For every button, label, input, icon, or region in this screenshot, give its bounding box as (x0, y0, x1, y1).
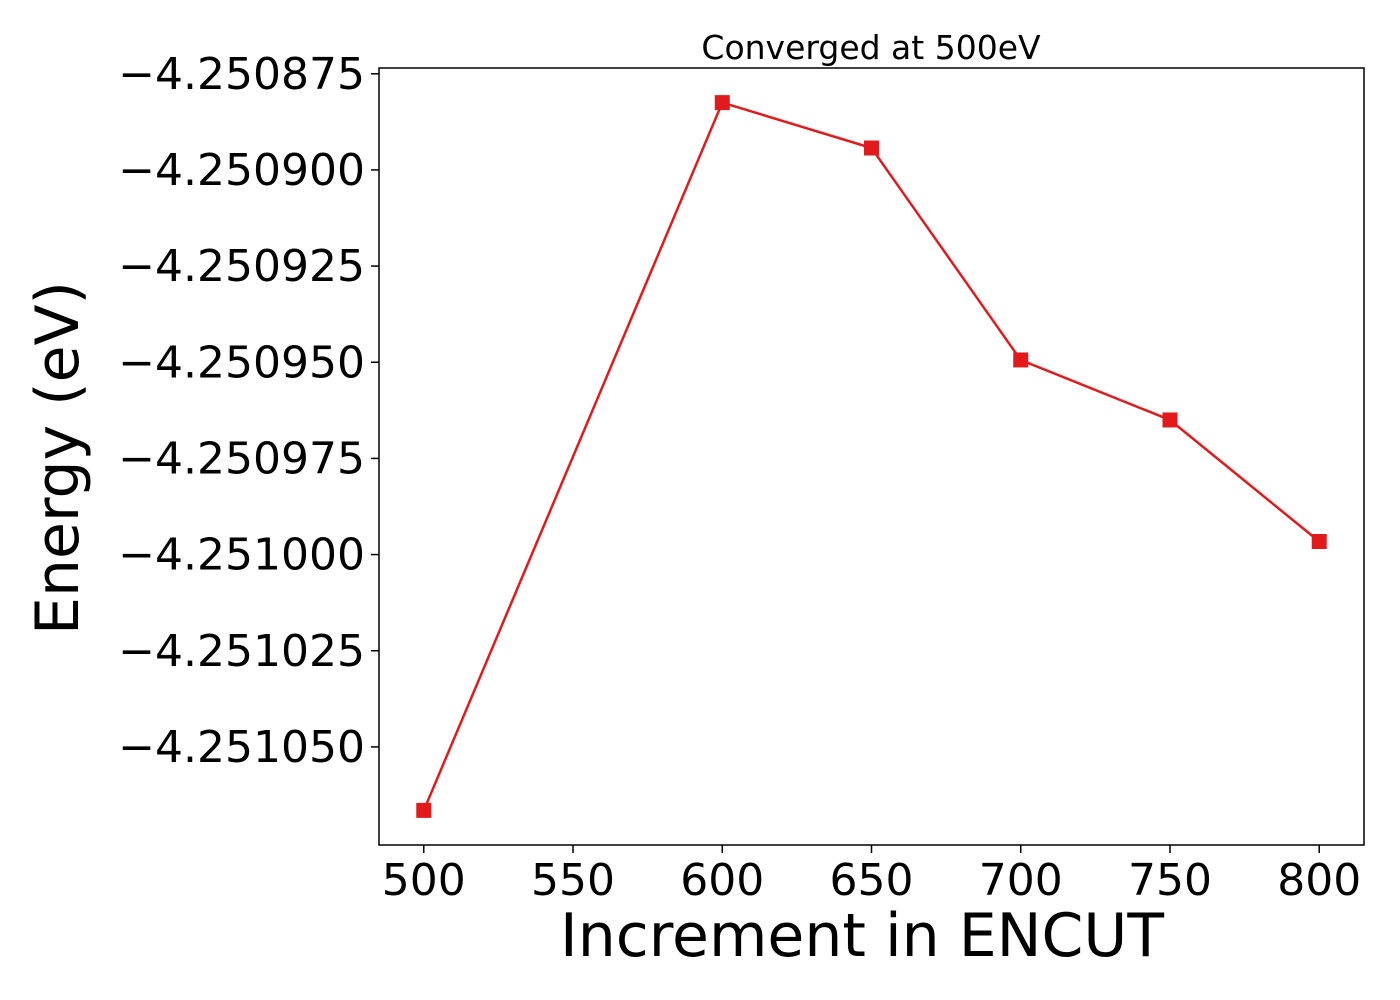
y-tick-label: −4.251000 (118, 530, 365, 581)
x-tick-label: 800 (1277, 855, 1361, 906)
axes-frame (378, 67, 1365, 846)
data-point-marker (714, 95, 730, 111)
y-tick-label: −4.251025 (118, 626, 365, 677)
y-axis-title: Energy (eV) (23, 281, 93, 635)
data-point-marker (1311, 534, 1327, 550)
series-line (422, 101, 1320, 811)
data-point-marker (864, 140, 879, 156)
y-tick-label: −4.250975 (118, 433, 365, 484)
x-tick-label: 550 (531, 855, 615, 906)
data-point-marker (1013, 352, 1029, 368)
y-tick-label: −4.250950 (118, 337, 365, 388)
chart-title: Converged at 500eV (701, 28, 1041, 67)
y-tick-label: −4.251050 (118, 722, 365, 773)
y-tick-label: −4.250900 (118, 145, 365, 196)
x-tick-label: 650 (830, 855, 914, 906)
data-point-marker (416, 802, 432, 818)
data-point-marker (1162, 412, 1178, 428)
plot-area (416, 95, 1327, 818)
x-tick-label: 750 (1128, 855, 1212, 906)
y-tick-label: −4.250875 (118, 49, 365, 100)
x-tick-label: 700 (979, 855, 1063, 906)
x-tick-label: 600 (680, 855, 764, 906)
y-tick-label: −4.250925 (118, 241, 365, 292)
x-tick-label: 500 (382, 855, 466, 906)
x-axis: 500 550 600 650 700 750 800 (382, 845, 1361, 906)
y-axis: −4.250875 −4.250900 −4.250925 −4.250950 −4.2… (118, 49, 379, 773)
x-axis-title: Increment in ENCUT (560, 901, 1164, 971)
